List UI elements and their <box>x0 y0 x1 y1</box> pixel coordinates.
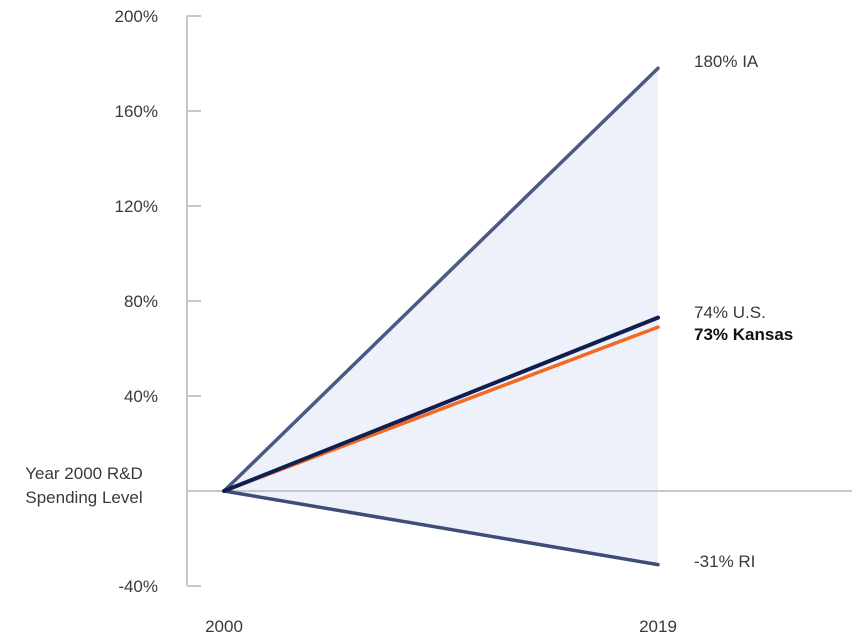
range-band-area <box>224 68 658 565</box>
series-end-label-kansas: 73% Kansas <box>694 325 793 344</box>
range-band <box>224 68 658 565</box>
series-lines <box>222 66 660 567</box>
x-tick-label: 2019 <box>639 617 677 636</box>
series-end-label-us: 74% U.S. <box>694 303 766 322</box>
y-tick-label: 160% <box>115 102 158 121</box>
zero-level-label: Year 2000 R&D Spending Level <box>25 464 143 507</box>
series-line-ri <box>222 489 660 567</box>
y-tick-label: 120% <box>115 197 158 216</box>
series-line-ia <box>222 66 660 493</box>
axes: 200% 160% 120% 80% 40% -40% Year 2000 R&D Spend… <box>25 7 852 636</box>
series-end-label-ri: -31% RI <box>694 552 755 571</box>
zero-level-label-line: Year 2000 R&D <box>25 464 143 483</box>
x-tick-label: 2000 <box>205 617 243 636</box>
y-tick-label: 40% <box>124 387 158 406</box>
series-line-us <box>222 315 660 493</box>
y-tick-label: 200% <box>115 7 158 26</box>
labels: 180% IA -31% RI 73% Kansas 74% U.S. <box>694 52 793 571</box>
y-tick-label: 80% <box>124 292 158 311</box>
series-end-label-ia: 180% IA <box>694 52 759 71</box>
y-tick-label: -40% <box>118 577 158 596</box>
zero-level-label-line: Spending Level <box>25 488 142 507</box>
